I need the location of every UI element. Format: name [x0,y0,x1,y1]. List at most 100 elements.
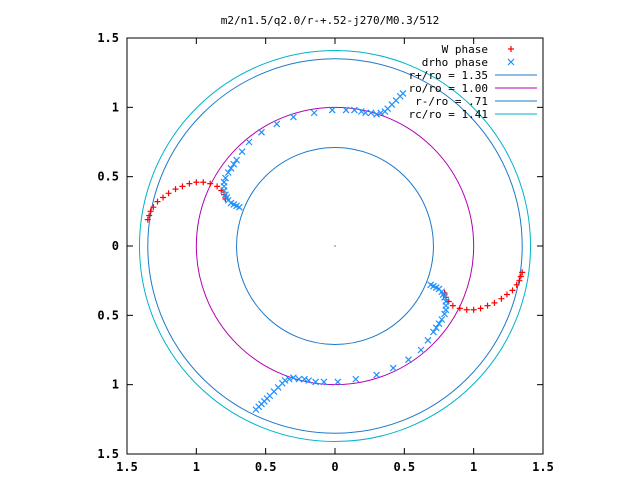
series-1-point [357,108,365,115]
series-0-point [449,302,456,309]
series-1-point [367,109,375,117]
series-0-point [186,180,193,187]
series-0-point [463,306,470,313]
series-0-point [517,273,524,280]
series-1-point [222,191,229,199]
series-1-point [238,148,246,156]
series-0-point [150,204,157,211]
series-1-point [289,113,297,121]
legend-marker [508,46,514,52]
y-tick-label: 0.5 [97,308,119,322]
series-1-point [252,406,260,414]
circle-2 [236,147,434,345]
circle-3 [138,49,532,443]
series-1-point [441,293,448,301]
series-0-point [513,281,520,288]
series-1-point [342,106,350,114]
series-1-point [417,346,425,354]
series-1-point [328,106,336,114]
series-0-point [146,212,153,219]
series-1-point [442,306,450,314]
series-1-point [301,375,308,383]
series-0-point [147,208,154,215]
series-1-point [350,106,358,114]
series-0-point [491,299,498,306]
series-1-point [310,109,318,117]
x-tick-label: 1 [470,460,477,474]
series-0-point [456,305,463,312]
x-tick-label: 0 [331,460,338,474]
y-tick-label: 1.5 [97,447,119,461]
x-tick-label: 0.5 [393,460,415,474]
series-0-point [477,305,484,312]
series-1-point [399,90,407,97]
series-1-point [405,356,412,364]
series-1-point [220,178,228,186]
x-tick-label: 0.5 [255,460,277,474]
series-1-point [373,371,381,379]
circle-0 [147,58,523,434]
series-0-point [165,190,172,197]
legend-label: r+/ro = 1.35 [409,69,488,82]
series-1-point [224,169,232,176]
series-1-point [273,120,281,128]
series-1-point [230,160,238,168]
series-0-point [470,306,477,313]
x-tick-label: 1 [193,460,200,474]
y-tick-label: 1 [112,378,119,392]
series-1-point [233,156,240,164]
legend-label: r-/ro = .71 [415,95,488,108]
series-1-point [312,378,320,386]
series-1-point [432,324,440,332]
series-1-point [289,374,297,382]
series-0-point [144,216,151,223]
series-1-point [320,378,328,386]
series-0-point [160,194,167,201]
data-points [144,90,526,414]
series-1-point [245,138,253,146]
series-0-point [519,269,526,276]
series-1-point [438,316,446,323]
series-1-point [435,320,443,328]
series-1-point [305,377,313,384]
chart-title: m2/n1.5/q2.0/r-+.52-j270/M0.3/512 [221,14,440,27]
series-0-point [516,277,523,284]
series-1-point [334,378,342,386]
series-1-point [222,174,229,182]
x-tick-label: 1.5 [116,460,138,474]
reference-circles [138,49,532,443]
legend-label: rc/ro = 1.41 [409,108,488,121]
series-1-point [441,310,448,318]
series-1-point [295,375,303,383]
x-tick-label: 1.5 [532,460,554,474]
legend-marker [507,58,515,66]
y-tick-label: 0.5 [97,170,119,184]
series-0-point [179,183,186,190]
series-1-point [424,336,432,344]
series-0-point [498,295,505,302]
series-1-point [389,364,397,372]
series-0-point [154,198,161,205]
series-1-point [377,109,385,117]
series-1-point [352,375,360,383]
series-1-point [285,375,293,383]
series-0-point [193,179,200,186]
y-tick-label: 0 [112,239,119,253]
series-0-point [214,183,221,190]
legend-label: W phase [442,43,488,56]
series-0-point [207,180,214,187]
y-tick-label: 1.5 [97,31,119,45]
legend-label: drho phase [422,56,488,69]
center-point [334,245,336,247]
series-0-point [172,186,179,193]
series-1-point [227,164,235,172]
series-1-point [362,109,369,117]
series-0-point [200,179,207,186]
legend-label: ro/ro = 1.00 [409,82,488,95]
series-0-point [509,287,516,294]
series-1-point [373,110,381,118]
y-tick-label: 1 [112,100,119,114]
